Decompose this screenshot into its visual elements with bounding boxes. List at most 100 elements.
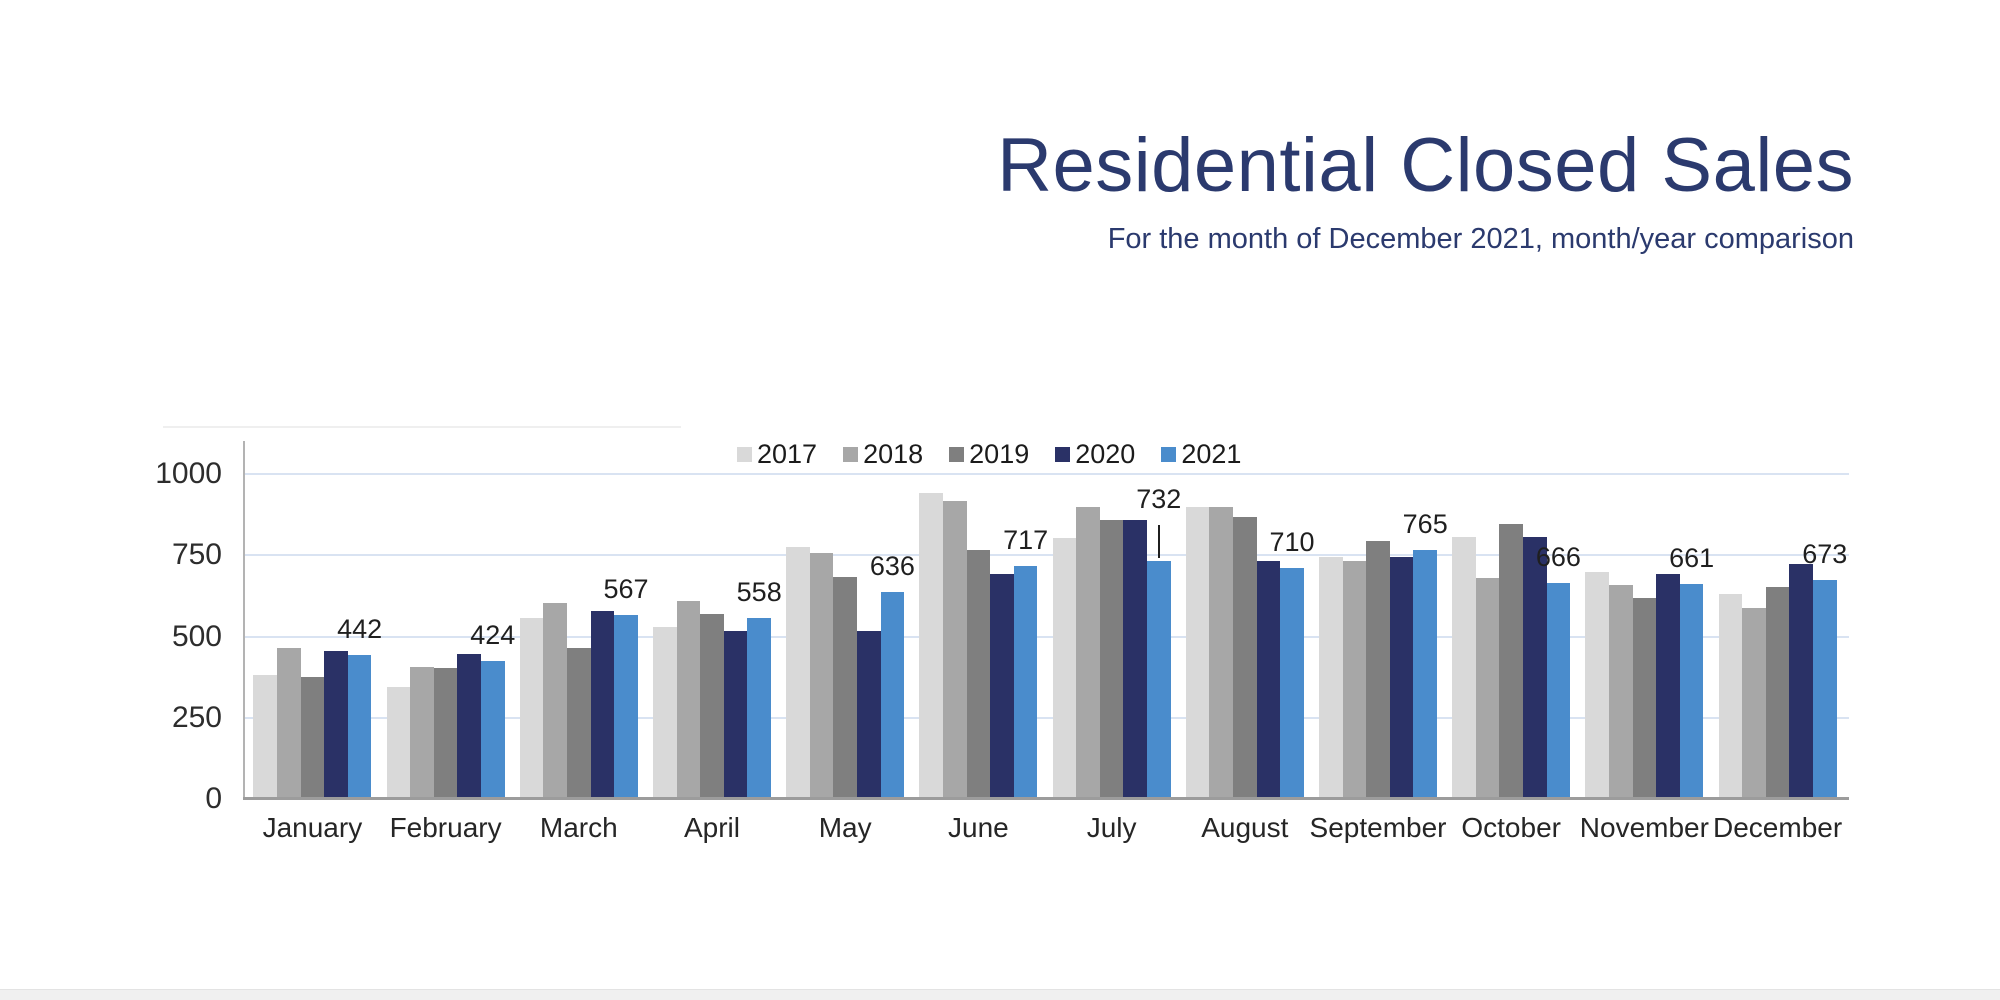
x-label-january: January [262, 812, 363, 843]
bar-october-2020 [1523, 537, 1547, 799]
bar-october-2017 [1452, 536, 1476, 799]
bar-march-2021 [614, 614, 638, 799]
legend: 2017 2018 2019 2020 2021 [737, 439, 1267, 470]
y-tick-750: 750 [171, 538, 222, 572]
x-axis-line [243, 797, 1849, 800]
bar-june-2019 [966, 549, 991, 799]
bar-september-2021 [1413, 550, 1437, 799]
legend-swatch-2018 [843, 447, 859, 462]
data-label-february: 424 [470, 620, 516, 651]
bar-february-2017 [386, 687, 411, 799]
bar-november-2017 [1585, 571, 1609, 799]
bar-november-2021 [1679, 584, 1704, 799]
bar-december-2017 [1718, 593, 1743, 799]
legend-item-2017: 2017 [737, 439, 817, 470]
bottom-edge-strip [0, 989, 2000, 1000]
bar-may-2017 [786, 546, 810, 799]
bar-august-2018 [1209, 507, 1233, 799]
gridline-750 [245, 554, 1849, 557]
x-label-october: October [1461, 812, 1561, 843]
x-label-april: April [683, 812, 740, 843]
data-label-november: 661 [1669, 543, 1715, 574]
bar-may-2020 [857, 630, 881, 799]
card-edge [163, 426, 681, 428]
bar-december-2019 [1765, 586, 1790, 799]
legend-swatch-2017 [737, 447, 752, 462]
bar-april-2021 [747, 617, 771, 799]
x-label-march: March [539, 812, 618, 843]
bar-september-2018 [1342, 560, 1367, 799]
chart-subtitle: For the month of December 2021, month/ye… [1107, 222, 1854, 255]
data-label-august: 710 [1269, 527, 1315, 558]
bar-september-2019 [1366, 540, 1390, 799]
x-label-september: September [1309, 812, 1447, 843]
bar-april-2017 [653, 627, 677, 799]
bar-march-2018 [543, 602, 567, 799]
bar-july-2021 [1147, 561, 1171, 799]
gridline-1000 [245, 473, 1849, 475]
bar-june-2017 [919, 493, 943, 799]
bar-january-2018 [277, 647, 301, 799]
data-label-september: 765 [1402, 509, 1448, 540]
data-label-june: 717 [1003, 524, 1049, 555]
chart-header: Residential Closed Sales For the month o… [997, 126, 1854, 256]
x-label-august: August [1201, 812, 1289, 843]
bar-may-2021 [880, 592, 905, 799]
bar-may-2018 [809, 552, 834, 799]
x-label-july: July [1086, 812, 1137, 843]
bar-september-2020 [1389, 557, 1414, 799]
legend-label-2020: 2020 [1075, 439, 1136, 469]
bar-december-2018 [1742, 607, 1766, 799]
legend-label-2018: 2018 [863, 439, 924, 469]
bar-march-2019 [567, 647, 591, 799]
legend-item-2019: 2019 [949, 439, 1029, 470]
bar-july-2020 [1123, 520, 1147, 799]
legend-swatch-2019 [949, 447, 965, 462]
y-tick-1000: 1000 [155, 457, 222, 490]
x-label-may: May [818, 812, 872, 843]
bar-august-2019 [1233, 516, 1257, 799]
legend-item-2020: 2020 [1055, 439, 1135, 470]
bar-june-2020 [990, 573, 1014, 799]
bar-october-2018 [1475, 577, 1500, 799]
bar-january-2017 [253, 674, 277, 799]
bar-september-2017 [1319, 556, 1343, 799]
bar-june-2021 [1013, 565, 1038, 799]
bar-august-2020 [1256, 560, 1281, 799]
bar-april-2018 [676, 600, 701, 799]
bar-january-2021 [347, 655, 372, 799]
legend-label-2017: 2017 [757, 439, 818, 469]
bar-june-2018 [943, 500, 967, 799]
bar-december-2020 [1789, 563, 1813, 799]
data-label-december: 673 [1802, 539, 1848, 570]
bar-january-2020 [324, 650, 348, 799]
data-label-april: 558 [736, 576, 782, 607]
bar-november-2020 [1656, 573, 1680, 799]
bar-august-2017 [1185, 506, 1210, 799]
gridline-250 [245, 716, 1849, 719]
bar-april-2019 [700, 613, 724, 799]
bar-november-2019 [1632, 597, 1657, 799]
x-label-june: June [948, 812, 1009, 843]
bar-march-2020 [590, 610, 615, 799]
x-label-december: December [1713, 812, 1843, 843]
gridline-500 [245, 635, 1849, 638]
bar-march-2017 [519, 618, 544, 799]
bar-july-2017 [1052, 537, 1077, 799]
data-label-july: 732 [1136, 484, 1182, 515]
data-label-march: 567 [603, 573, 649, 604]
y-tick-0: 0 [205, 782, 222, 815]
bar-april-2020 [723, 630, 748, 799]
bar-february-2019 [433, 668, 458, 799]
legend-label-2021: 2021 [1181, 439, 1242, 469]
x-label-november: November [1579, 812, 1709, 843]
legend-item-2021: 2021 [1161, 439, 1241, 470]
y-tick-250: 250 [171, 700, 222, 734]
data-label-october: 666 [1535, 541, 1581, 572]
data-label-january: 442 [337, 614, 383, 645]
bar-october-2021 [1546, 582, 1571, 799]
bar-may-2019 [833, 576, 857, 799]
chart-title: Residential Closed Sales [997, 123, 1854, 208]
bar-february-2021 [481, 661, 505, 799]
y-axis-line [243, 441, 245, 799]
